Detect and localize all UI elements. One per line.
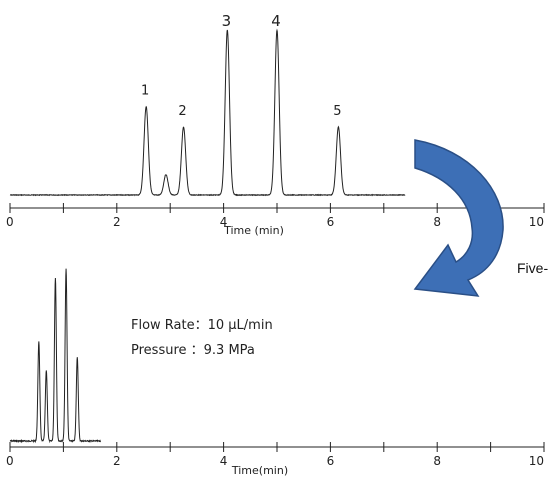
x-ticks-top: 0 2 4 6 8 10 (6, 203, 545, 229)
peak-labels-top: 1 2 3 4 5 (141, 12, 342, 119)
x-tick-label: 6 (327, 454, 335, 468)
x-ticks-bottom: 0 2 4 6 8 10 (6, 442, 545, 468)
chromatogram-top: 0 2 4 6 8 10 123 45 Time (min) (6, 12, 545, 237)
x-tick-label: 4 (220, 454, 228, 468)
peak-label: 3 (222, 12, 232, 30)
x-tick-label: 10 (529, 215, 544, 229)
peak-label: 5 (333, 104, 341, 119)
pressure-text: Pressure ：9.3 MPa (131, 343, 255, 358)
x-tick-label: 8 (433, 454, 441, 468)
trace-bottom (9, 268, 102, 444)
peak-label: 4 (271, 12, 281, 30)
x-tick-label: 10 (529, 454, 544, 468)
flow-rate-text: Flow Rate：10 µL/min (131, 318, 273, 333)
x-tick-label: 2 (113, 215, 121, 229)
x-axis-title-top: Time (min) (223, 224, 284, 237)
curved-arrow-icon (413, 139, 504, 297)
x-tick-label: 0 (6, 215, 14, 229)
x-tick-label: 6 (327, 215, 335, 229)
side-text: Five- (517, 260, 548, 276)
peak-label: 1 (141, 84, 149, 99)
chromatogram-bottom: 0 2 4 6 8 10 Time(min) (6, 268, 545, 477)
x-tick-label: 4 (220, 215, 228, 229)
curved-arrow-shape (413, 139, 504, 297)
x-tick-label: 8 (433, 215, 441, 229)
x-axis-title-bottom: Time(min) (231, 464, 288, 477)
x-tick-label: 0 (6, 454, 14, 468)
x-tick-label: 2 (113, 454, 121, 468)
peak-label: 2 (178, 104, 186, 119)
trace-top (9, 28, 406, 197)
